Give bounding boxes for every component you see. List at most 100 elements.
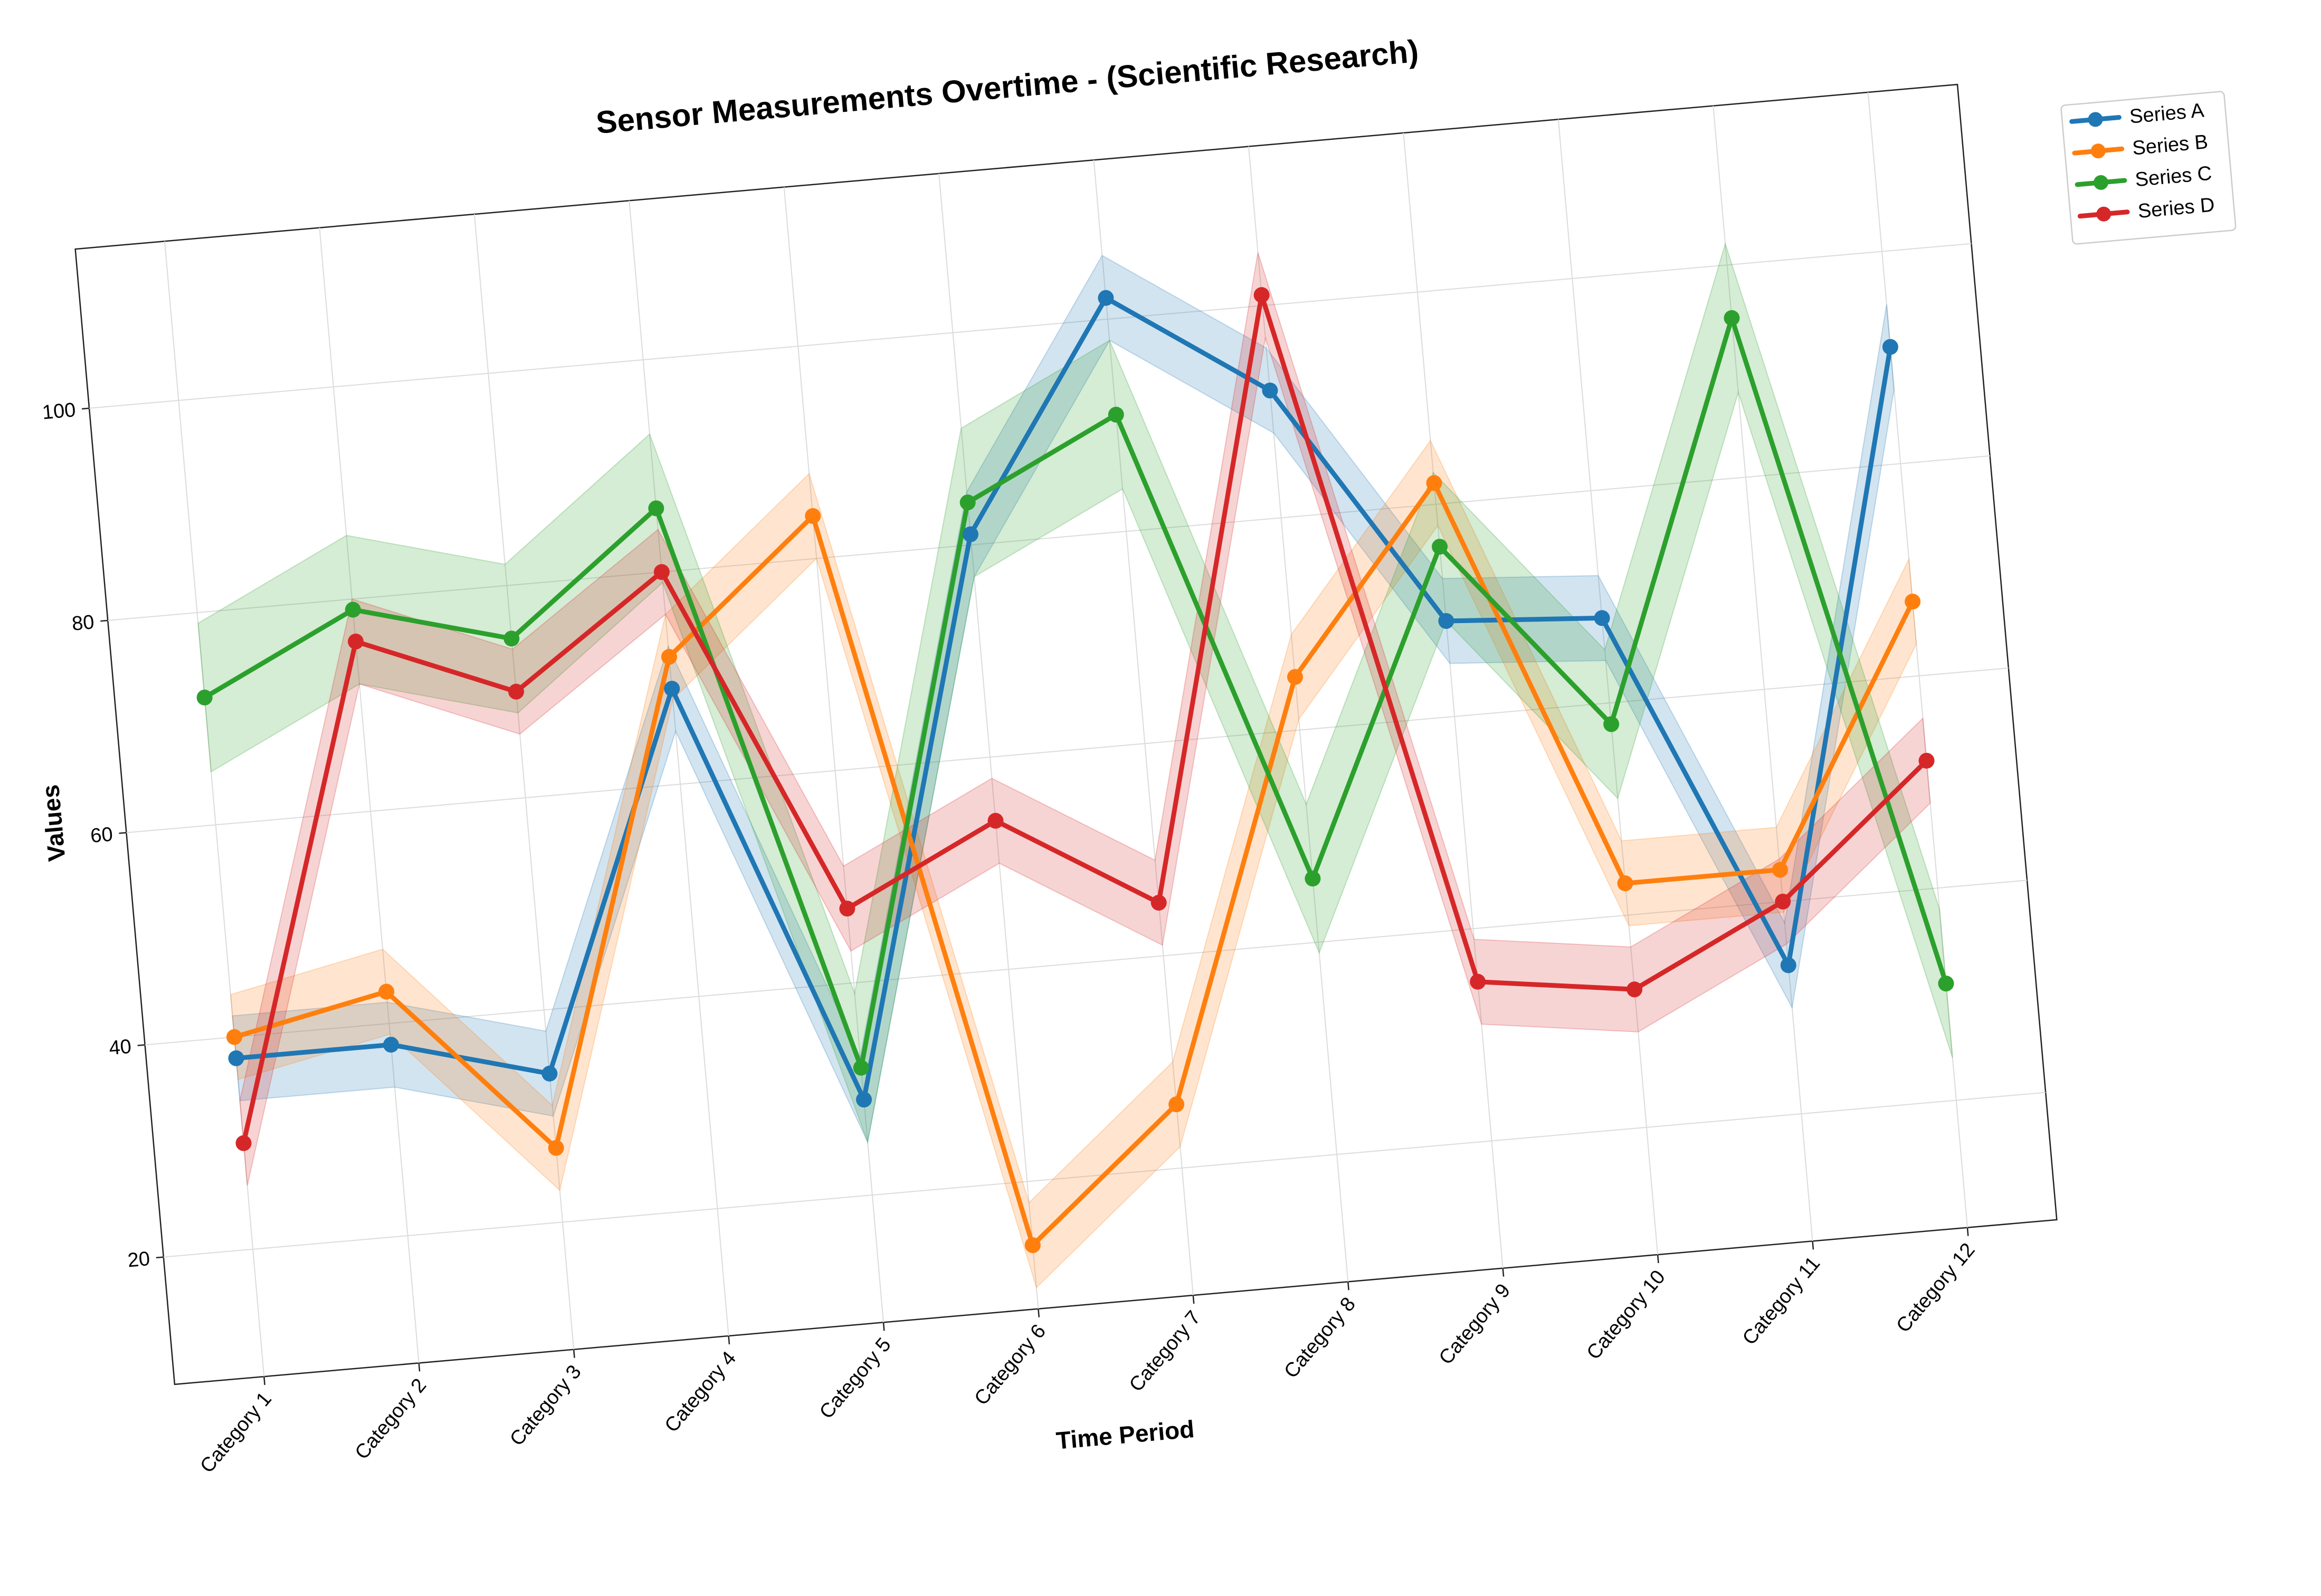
x-tick-mark (1038, 1308, 1040, 1317)
data-point (228, 1050, 244, 1066)
gridline-y (145, 880, 2028, 1046)
series-line (232, 481, 1915, 1248)
data-point (1168, 1096, 1185, 1113)
data-point (1098, 290, 1114, 306)
gridline-x (473, 214, 575, 1350)
y-tick-label: 80 (71, 611, 95, 635)
x-tick-mark (418, 1363, 421, 1372)
x-axis-title: Time Period (1055, 1415, 1195, 1455)
data-point (653, 564, 670, 580)
gridline-x (319, 227, 420, 1363)
data-point (383, 1037, 399, 1053)
data-point (962, 526, 978, 542)
confidence-band (232, 254, 1895, 1144)
y-tick-label: 60 (90, 824, 114, 848)
x-tick-label: Category 9 (1435, 1279, 1515, 1369)
gridline-x (164, 241, 265, 1377)
gridline-x (1403, 132, 1504, 1268)
gridline-x (1867, 92, 1968, 1228)
x-tick-mark (1502, 1268, 1505, 1277)
gridline-x (783, 187, 884, 1323)
data-point (226, 1029, 242, 1045)
x-tick-label: Category 12 (1892, 1239, 1979, 1337)
y-axis-ticks: 20 40 60 80 100 (41, 399, 164, 1272)
x-tick-mark (1966, 1227, 1969, 1236)
x-tick-label: Category 3 (506, 1361, 586, 1450)
data-point (196, 690, 213, 706)
confidence-band (230, 439, 1917, 1289)
legend-swatch-marker (2090, 144, 2106, 159)
y-tick-mark (100, 619, 108, 622)
data-point (987, 813, 1004, 829)
data-point (1617, 875, 1633, 892)
data-point (508, 683, 525, 700)
data-point (1775, 893, 1791, 910)
data-point (1626, 981, 1643, 998)
y-tick-label: 20 (127, 1248, 151, 1272)
series-line (202, 316, 1948, 1071)
plot-frame (74, 83, 2058, 1385)
y-tick-label: 40 (108, 1036, 132, 1060)
x-tick-label: Category 2 (351, 1374, 431, 1464)
data-point (503, 630, 520, 647)
data-point (1772, 862, 1788, 878)
gridline-x (629, 200, 729, 1336)
data-point (648, 500, 664, 517)
data-point (1262, 383, 1278, 399)
legend-swatch-marker (2088, 112, 2103, 127)
data-point (1724, 310, 1740, 326)
x-tick-label: Category 6 (970, 1320, 1050, 1409)
x-tick-mark (882, 1322, 885, 1331)
gridline-x (938, 173, 1039, 1309)
data-point (1253, 287, 1270, 303)
y-tick-mark (156, 1256, 164, 1259)
x-tick-label: Category 7 (1125, 1307, 1205, 1396)
data-point (664, 681, 680, 697)
data-point (1024, 1237, 1041, 1254)
x-tick-label: Category 1 (196, 1388, 276, 1477)
data-point (1438, 613, 1454, 629)
data-point (853, 1059, 869, 1076)
data-point (1150, 894, 1167, 911)
x-tick-label: Category 4 (661, 1347, 741, 1437)
data-point (548, 1140, 564, 1156)
gridline-y (89, 243, 1972, 409)
confidence-bands (197, 242, 1953, 1289)
data-point (1918, 752, 1935, 769)
legend-box (2060, 91, 2237, 245)
data-point (1603, 716, 1620, 732)
data-point (541, 1065, 558, 1082)
data-point (1432, 539, 1448, 555)
data-point (1426, 475, 1442, 491)
data-point (345, 601, 361, 618)
data-point (378, 983, 395, 1000)
data-point (1470, 973, 1486, 990)
gridline-y (126, 667, 2009, 834)
series-lines (202, 292, 1948, 1248)
data-point (348, 633, 364, 649)
y-tick-label: 100 (41, 399, 77, 424)
data-point (235, 1135, 252, 1151)
x-tick-label: Category 11 (1738, 1253, 1824, 1349)
data-point (839, 901, 855, 917)
confidence-band (197, 242, 1953, 1144)
data-point (1938, 976, 1954, 992)
gridline-x (1713, 106, 1813, 1241)
data-point (1287, 669, 1303, 685)
data-point (856, 1092, 872, 1108)
series-line (234, 295, 1893, 1102)
y-tick-mark (82, 407, 90, 410)
data-point (959, 494, 976, 511)
x-tick-label: Category 5 (815, 1334, 896, 1423)
data-point (1108, 406, 1124, 423)
legend-swatch-marker (2094, 175, 2109, 190)
chart-title: Sensor Measurements Overtime - (Scientif… (595, 33, 1420, 140)
data-point (1780, 957, 1796, 973)
x-tick-label: Category 10 (1583, 1266, 1670, 1364)
x-tick-label: Category 8 (1280, 1293, 1360, 1382)
plot-group: Sensor Measurements Overtime - (Scientif… (36, 33, 2058, 1477)
data-point (805, 508, 821, 524)
gridline-x (1248, 146, 1349, 1282)
